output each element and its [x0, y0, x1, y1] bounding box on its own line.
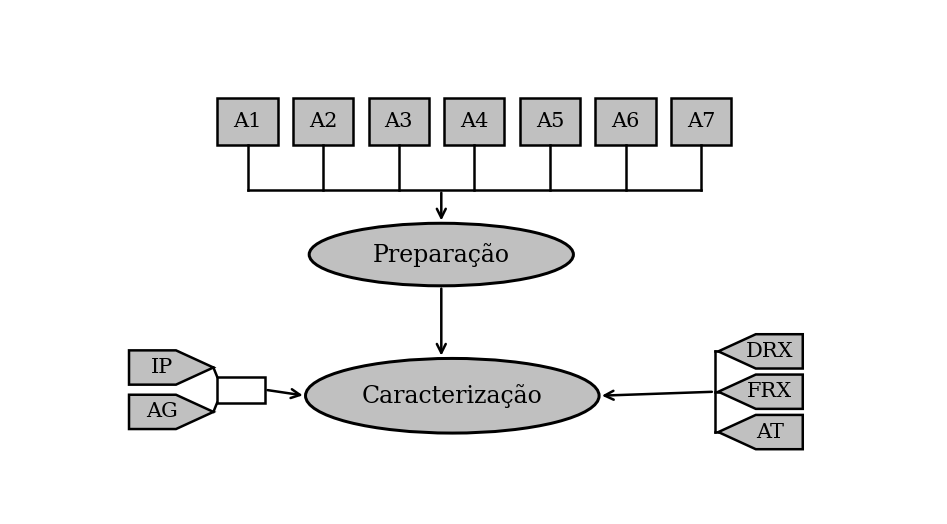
FancyBboxPatch shape: [368, 98, 429, 145]
Text: DRX: DRX: [746, 342, 794, 361]
Text: A6: A6: [612, 112, 640, 131]
Text: A4: A4: [460, 112, 489, 131]
Polygon shape: [719, 415, 803, 449]
Ellipse shape: [309, 223, 573, 286]
Text: Preparação: Preparação: [373, 243, 509, 267]
FancyBboxPatch shape: [293, 98, 353, 145]
Text: A2: A2: [309, 112, 337, 131]
Text: A5: A5: [536, 112, 564, 131]
FancyBboxPatch shape: [596, 98, 655, 145]
Text: A1: A1: [233, 112, 261, 131]
Text: AG: AG: [146, 402, 178, 421]
Text: IP: IP: [151, 358, 173, 377]
Polygon shape: [719, 334, 803, 368]
Text: AT: AT: [756, 422, 784, 442]
Text: A7: A7: [687, 112, 715, 131]
Text: A3: A3: [384, 112, 413, 131]
FancyBboxPatch shape: [444, 98, 505, 145]
Polygon shape: [129, 395, 213, 429]
Text: FRX: FRX: [747, 382, 793, 401]
Polygon shape: [719, 375, 803, 409]
FancyBboxPatch shape: [217, 377, 265, 403]
Polygon shape: [129, 351, 213, 385]
FancyBboxPatch shape: [218, 98, 277, 145]
FancyBboxPatch shape: [520, 98, 580, 145]
Ellipse shape: [306, 358, 599, 433]
Text: Caracterização: Caracterização: [362, 384, 543, 408]
FancyBboxPatch shape: [671, 98, 731, 145]
